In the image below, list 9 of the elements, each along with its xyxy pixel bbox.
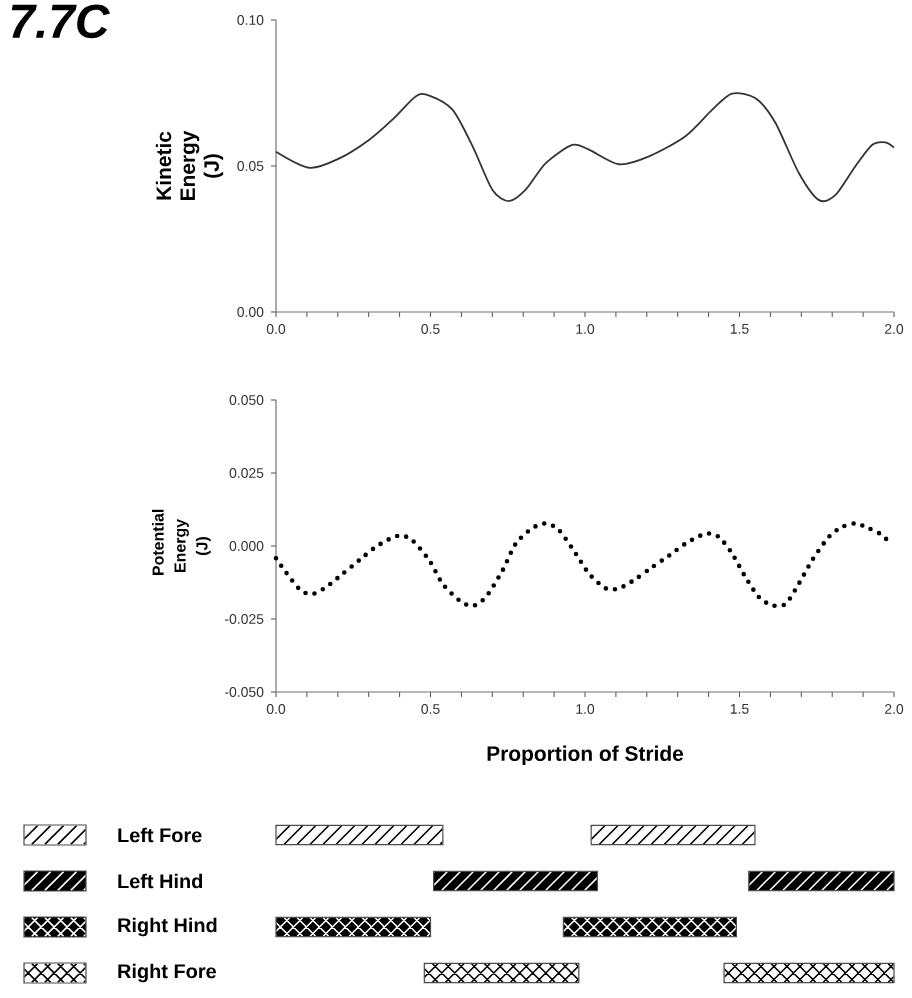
text: 7.7C xyxy=(11,4,110,39)
x-axis-title: Proportion of Stride xyxy=(487,745,684,766)
y-tick-label: Left Fore xyxy=(118,827,202,843)
y-tick-label: Right Fore xyxy=(118,963,216,983)
y-tick-label: Right Hind xyxy=(118,917,217,937)
line-series xyxy=(273,521,892,609)
y-tick-label: Left Hind xyxy=(118,873,203,889)
line-series xyxy=(275,92,895,202)
y-axis-title: Kinetic Energy (J) xyxy=(155,130,224,201)
